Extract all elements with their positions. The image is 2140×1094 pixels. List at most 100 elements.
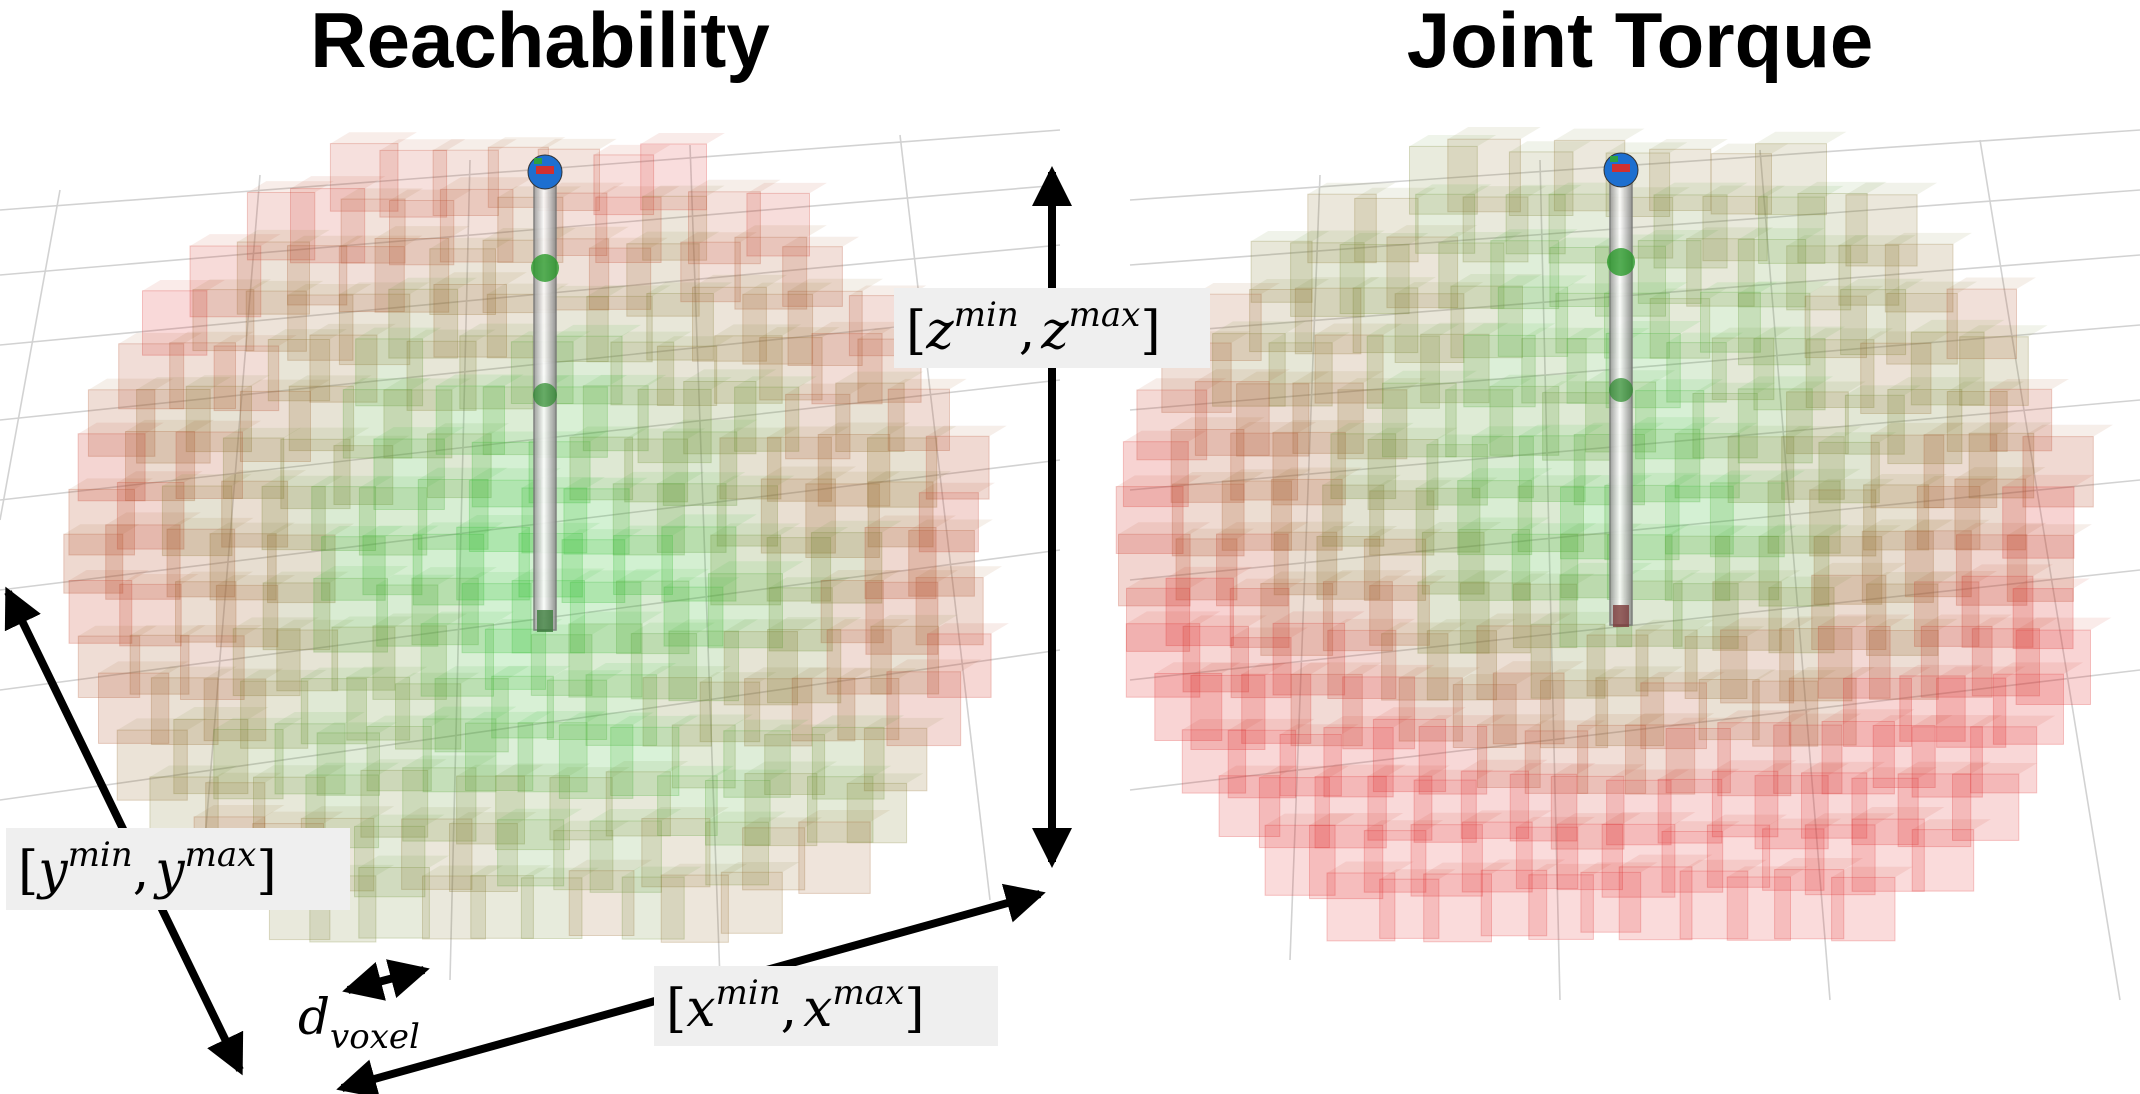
- voxel-top-face: [1330, 422, 1414, 434]
- voxel: [1307, 193, 1377, 264]
- voxel: [1314, 776, 1387, 849]
- voxel-top-face: [1280, 724, 1359, 735]
- voxel-top-face: [1838, 235, 1916, 246]
- voxel: [630, 633, 698, 700]
- voxel: [1511, 533, 1579, 601]
- voxel: [1910, 331, 1985, 406]
- voxel: [1398, 677, 1463, 742]
- voxel: [1381, 633, 1449, 701]
- voxel: [766, 436, 832, 502]
- voxel: [1916, 486, 1981, 550]
- voxel-top-face: [105, 512, 201, 525]
- voxel-top-face: [1758, 185, 1844, 198]
- voxel-top-face: [586, 662, 677, 675]
- voxel: [456, 775, 526, 845]
- voxel: [1805, 339, 1875, 409]
- voxel-top-face: [268, 329, 347, 340]
- voxel: [1711, 770, 1779, 838]
- voxel: [668, 630, 740, 702]
- voxel: [723, 730, 791, 798]
- voxel-top-face: [1673, 572, 1757, 584]
- voxel-top-face: [767, 617, 862, 630]
- voxel-top-face: [807, 765, 892, 777]
- voxel-top-face: [1869, 618, 1958, 631]
- voxel: [358, 487, 428, 556]
- voxel: [870, 625, 940, 695]
- voxel-top-face: [1462, 810, 1552, 823]
- voxel-top-face: [908, 519, 993, 531]
- voxel-top-face: [1369, 480, 1452, 491]
- voxel-top-face: [1809, 478, 1895, 490]
- voxel: [1369, 585, 1430, 646]
- voxel: [1625, 724, 1696, 795]
- voxel: [125, 431, 196, 502]
- voxel-top-face: [169, 331, 254, 343]
- voxel-top-face: [367, 715, 450, 727]
- voxel: [1626, 428, 1701, 503]
- voxel-top-face: [927, 623, 1009, 634]
- voxel-top-face: [1194, 283, 1280, 295]
- voxel: [719, 437, 782, 500]
- voxel-top-face: [1323, 715, 1413, 728]
- voxel-top-face: [354, 814, 445, 827]
- voxel-top-face: [1885, 232, 1972, 245]
- voxel-top-face: [606, 761, 689, 772]
- voxel: [1801, 772, 1868, 839]
- voxel: [517, 722, 588, 793]
- voxel: [1653, 194, 1728, 269]
- voxel: [1366, 335, 1440, 409]
- voxel: [1165, 577, 1234, 647]
- voxel-top-face: [1862, 519, 1954, 532]
- voxel: [1726, 876, 1791, 941]
- voxel-top-face: [1863, 474, 1947, 485]
- voxel-top-face: [590, 809, 682, 822]
- voxel: [1720, 629, 1795, 704]
- voxel-top-face: [427, 423, 510, 434]
- voxel-top-face: [919, 482, 995, 493]
- voxel: [468, 479, 542, 553]
- voxel-top-face: [1774, 858, 1864, 870]
- voxel: [1480, 869, 1548, 937]
- voxel-top-face: [812, 715, 905, 728]
- voxel-top-face: [837, 668, 917, 679]
- voxel-top-face: [554, 324, 642, 337]
- voxel-top-face: [1557, 813, 1641, 825]
- voxel-top-face: [301, 806, 395, 819]
- voxel-top-face: [1212, 321, 1306, 334]
- voxel-top-face: [418, 467, 508, 480]
- voxel: [411, 577, 479, 646]
- voxel: [593, 154, 655, 216]
- voxel: [1509, 773, 1578, 842]
- voxel: [1911, 726, 1983, 798]
- voxel: [811, 726, 885, 800]
- voxel-top-face: [562, 529, 643, 540]
- voxel: [267, 339, 331, 402]
- voxel-top-face: [1956, 522, 2047, 535]
- voxel-top-face: [1516, 816, 1596, 828]
- voxel: [705, 780, 771, 846]
- voxel: [1115, 486, 1184, 555]
- voxel: [746, 192, 811, 257]
- voxel: [374, 238, 450, 313]
- voxel: [612, 483, 685, 556]
- voxel-top-face: [358, 855, 450, 868]
- voxel: [867, 481, 934, 548]
- voxel-top-face: [1845, 182, 1938, 195]
- voxel-top-face: [1265, 813, 1355, 826]
- voxel: [785, 393, 851, 460]
- voxel: [1354, 197, 1419, 263]
- voxel: [456, 526, 530, 601]
- voxel: [1774, 869, 1845, 940]
- voxel: [641, 818, 711, 888]
- voxel: [175, 431, 243, 499]
- voxel-top-face: [1627, 417, 1721, 430]
- voxel: [1212, 333, 1286, 407]
- voxel-top-face: [1715, 525, 1797, 537]
- voxel-top-face: [1171, 417, 1265, 430]
- voxel: [1955, 534, 2028, 606]
- voxel: [1420, 333, 1490, 404]
- voxel-top-face: [436, 374, 524, 386]
- voxel-top-face: [1249, 279, 1330, 290]
- voxel-top-face: [1822, 709, 1915, 722]
- voxel: [661, 526, 737, 602]
